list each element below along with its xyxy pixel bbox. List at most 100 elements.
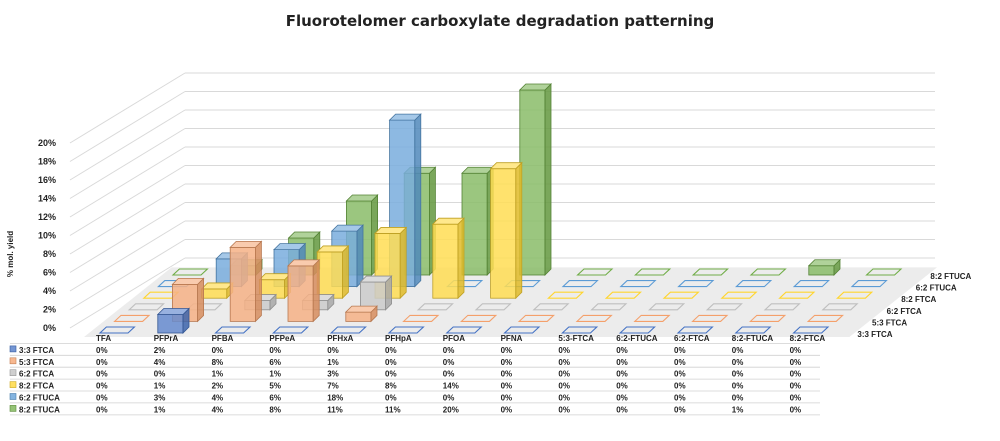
bar-top bbox=[461, 166, 495, 174]
table-header-cell: 5:3-FTCA bbox=[558, 334, 594, 343]
bar-8-2-FTUCA-8-2-FTCA bbox=[865, 268, 903, 276]
bar-6-2-FTCA-PFHxA bbox=[359, 275, 393, 311]
bar-3-3-FTCA-6-2-FTCA bbox=[676, 326, 714, 334]
table-header-cell: PFBA bbox=[212, 334, 234, 343]
table-cell: 0% bbox=[385, 358, 397, 367]
table-cell: 11% bbox=[327, 405, 343, 414]
table-cell: 0% bbox=[96, 370, 108, 379]
bar-side bbox=[356, 224, 364, 288]
bar-zero-marker bbox=[517, 314, 555, 322]
table-cell: 0% bbox=[616, 405, 628, 414]
bar-8-2-FTUCA-PFOA bbox=[518, 83, 552, 276]
bar-zero-marker bbox=[402, 314, 440, 322]
bar-side bbox=[414, 113, 422, 288]
bar-zero-marker bbox=[677, 280, 715, 288]
bar-front bbox=[157, 314, 184, 334]
depth-label: 6:2 FTCA bbox=[887, 307, 922, 316]
bar-5-3-FTCA-PFHpA bbox=[402, 314, 440, 322]
bar-zero-marker bbox=[749, 268, 787, 276]
bar-zero-marker bbox=[836, 291, 874, 299]
bar-8-2-FTUCA-8-2-FTUCA bbox=[807, 258, 841, 276]
bar-top bbox=[489, 162, 523, 170]
table-cell: 0% bbox=[385, 370, 397, 379]
table-cell: 1% bbox=[327, 358, 339, 367]
bar-5-3-FTCA-PFHxA bbox=[344, 305, 378, 323]
table-cell: 0% bbox=[732, 382, 744, 391]
bar-6-2-FTUCA-6-2-FTCA bbox=[735, 280, 773, 288]
legend-key bbox=[9, 405, 17, 412]
bar-top bbox=[374, 227, 408, 234]
bar-zero-marker bbox=[821, 303, 859, 311]
table-cell: 20% bbox=[443, 405, 459, 414]
table-cell: 0% bbox=[790, 405, 802, 414]
bar-zero-marker bbox=[604, 291, 642, 299]
bar-zero-marker bbox=[127, 303, 165, 311]
table-cell: 0% bbox=[558, 346, 570, 355]
bar-6-2-FTCA-6-2-FTUCA bbox=[648, 303, 686, 311]
bar-side bbox=[312, 258, 320, 323]
table-row-label: 6:2 FTCA bbox=[19, 370, 54, 379]
bar-top bbox=[359, 275, 393, 283]
table-cell: 0% bbox=[790, 346, 802, 355]
bar-top bbox=[807, 259, 841, 267]
bar-top bbox=[200, 282, 234, 290]
bar-side bbox=[544, 83, 552, 276]
depth-label: 5:3 FTCA bbox=[872, 318, 907, 327]
bar-front bbox=[201, 288, 228, 299]
bar-8-2-FTCA-PFOA bbox=[489, 161, 523, 300]
table-cell: 0% bbox=[443, 358, 455, 367]
bar-6-2-FTCA-PFHpA bbox=[416, 303, 454, 311]
table-cell: 0% bbox=[501, 394, 513, 403]
table-cell: 0% bbox=[96, 394, 108, 403]
bar-zero-marker bbox=[691, 314, 729, 322]
table-cell: 0% bbox=[790, 382, 802, 391]
table-cell: 0% bbox=[674, 370, 686, 379]
bar-3-3-FTCA-PFHpA bbox=[387, 326, 425, 334]
bar-6-2-FTUCA-8-2-FTCA bbox=[850, 280, 888, 288]
table-cell: 0% bbox=[96, 382, 108, 391]
table-cell: 0% bbox=[443, 370, 455, 379]
bar-8-2-FTUCA-PFNA bbox=[576, 268, 614, 276]
bar-8-2-FTCA-PFPrA bbox=[200, 281, 234, 300]
y-tick-label: 2% bbox=[43, 305, 56, 315]
table-cell: 0% bbox=[616, 358, 628, 367]
bar-top bbox=[287, 231, 321, 239]
bar-5-3-FTCA-PFPeA bbox=[287, 258, 321, 323]
bar-6-2-FTUCA-PFNA bbox=[561, 280, 599, 288]
table-cell: 0% bbox=[674, 358, 686, 367]
table-cell: 0% bbox=[501, 370, 513, 379]
bar-front bbox=[316, 251, 343, 299]
table-header-cell: 8:2-FTCA bbox=[790, 334, 826, 343]
table-cell: 5% bbox=[269, 382, 281, 391]
table-cell: 0% bbox=[269, 346, 281, 355]
bar-zero-marker bbox=[576, 268, 614, 276]
chart-title: Fluorotelomer carboxylate degradation pa… bbox=[286, 12, 715, 30]
bar-5-3-FTCA-6-2-FTUCA bbox=[633, 314, 671, 322]
bar-3-3-FTCA-PFPeA bbox=[272, 326, 310, 334]
y-tick-label: 0% bbox=[43, 323, 56, 333]
bar-zero-marker bbox=[532, 303, 570, 311]
table-cell: 2% bbox=[212, 382, 224, 391]
table-cell: 0% bbox=[674, 346, 686, 355]
bar-8-2-FTCA-8-2-FTUCA bbox=[778, 291, 816, 299]
table-cell: 0% bbox=[501, 405, 513, 414]
bar-3-3-FTCA-TFA bbox=[98, 326, 136, 334]
table-cell: 0% bbox=[790, 394, 802, 403]
bar-zero-marker bbox=[633, 314, 671, 322]
table-cell: 2% bbox=[154, 346, 166, 355]
bar-zero-marker bbox=[113, 314, 151, 322]
y-tick-label: 16% bbox=[38, 175, 56, 185]
y-tick-label: 8% bbox=[43, 249, 56, 259]
table-cell: 0% bbox=[732, 358, 744, 367]
gridline-side bbox=[69, 202, 186, 273]
table-cell: 8% bbox=[212, 358, 224, 367]
bar-8-2-FTUCA-PFHpA bbox=[461, 166, 495, 276]
bar-8-2-FTCA-8-2-FTCA bbox=[836, 291, 874, 299]
bar-top bbox=[156, 308, 190, 315]
depth-label: 8:2 FTCA bbox=[901, 295, 936, 304]
gridline-side bbox=[69, 257, 186, 329]
bar-zero-marker bbox=[734, 326, 772, 334]
bar-side bbox=[399, 226, 407, 300]
legend-key bbox=[9, 381, 17, 388]
